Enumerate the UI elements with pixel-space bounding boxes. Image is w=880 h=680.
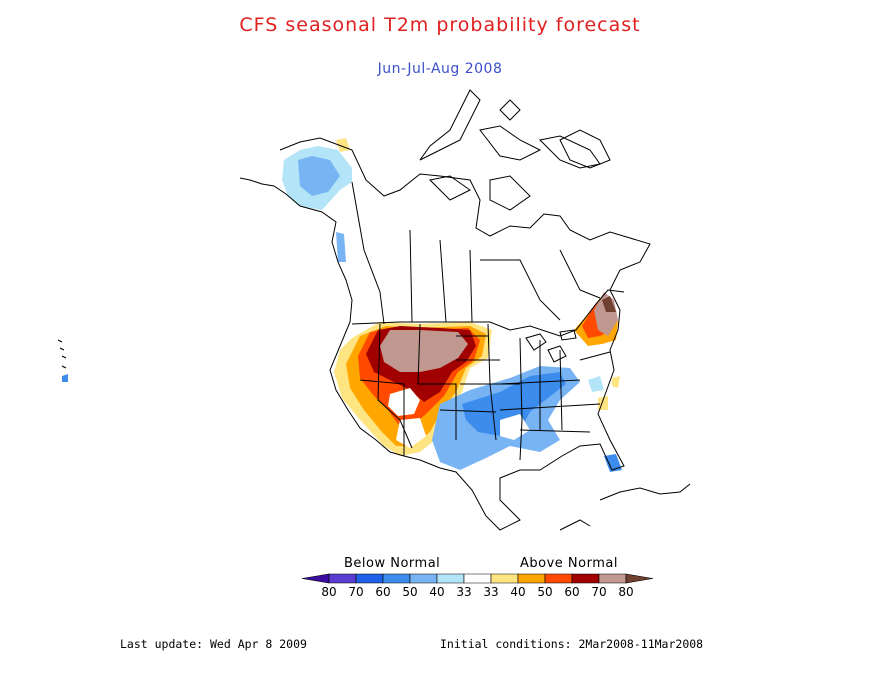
- colorbar-tick-label: 80: [321, 585, 336, 599]
- map-subtitle: Jun-Jul-Aug 2008: [377, 61, 503, 77]
- colorbar-segment: [517, 573, 546, 584]
- caribbean: [559, 483, 691, 531]
- legend-above-label: Above Normal: [520, 556, 618, 571]
- colorbar-segment: [382, 573, 411, 584]
- colorbar-tick-label: 60: [564, 585, 579, 599]
- colorbar-segment: [409, 573, 438, 584]
- initial-conditions-text: Initial conditions: 2Mar2008-11Mar2008: [440, 637, 704, 651]
- colorbar-segment: [463, 573, 492, 584]
- greenland: [559, 129, 611, 169]
- probability-shading: [62, 138, 622, 472]
- colorbar-segment: [598, 573, 627, 584]
- colorbar-tick-label: 33: [456, 585, 471, 599]
- colorbar-segment: [490, 573, 519, 584]
- colorbar-segment: [328, 573, 357, 584]
- colorbar-segment: [355, 573, 384, 584]
- map-title: CFS seasonal T2m probability forecast: [239, 14, 641, 36]
- shade-west-80: [380, 330, 468, 372]
- colorbar-tick-label: 80: [618, 585, 633, 599]
- continent-outline: [239, 137, 651, 531]
- colorbar-segment: [301, 573, 330, 584]
- shade-alaska-above: [336, 138, 350, 152]
- colorbar-tick-label: 60: [375, 585, 390, 599]
- colorbar-segment: [436, 573, 465, 584]
- colorbar-tick-label: 70: [591, 585, 606, 599]
- great-lakes: [525, 329, 577, 363]
- colorbar-tick-label: 40: [429, 585, 444, 599]
- legend-colorbar: 80 70 60 50 40 33 33 40 50 60 70 80: [301, 573, 654, 599]
- colorbar-tick-label: 50: [537, 585, 552, 599]
- legend-below-label: Below Normal: [344, 556, 441, 571]
- colorbar-segment: [625, 573, 654, 584]
- state-lines: [359, 323, 611, 461]
- colorbar-tick-label: 40: [510, 585, 525, 599]
- canada-us-border: [351, 289, 625, 337]
- colorbar-tick-label: 33: [483, 585, 498, 599]
- shade-alaska-below-2: [298, 156, 340, 196]
- arctic-islands: [419, 89, 601, 211]
- hawaii: [57, 339, 67, 369]
- map-outlines: [57, 89, 691, 531]
- province-lines: [351, 181, 601, 325]
- colorbar-segment: [571, 573, 600, 584]
- colorbar-tick-label: 70: [348, 585, 363, 599]
- last-update-text: Last update: Wed Apr 8 2009: [120, 637, 307, 651]
- colorbar-segment: [544, 573, 573, 584]
- colorbar-tick-label: 50: [402, 585, 417, 599]
